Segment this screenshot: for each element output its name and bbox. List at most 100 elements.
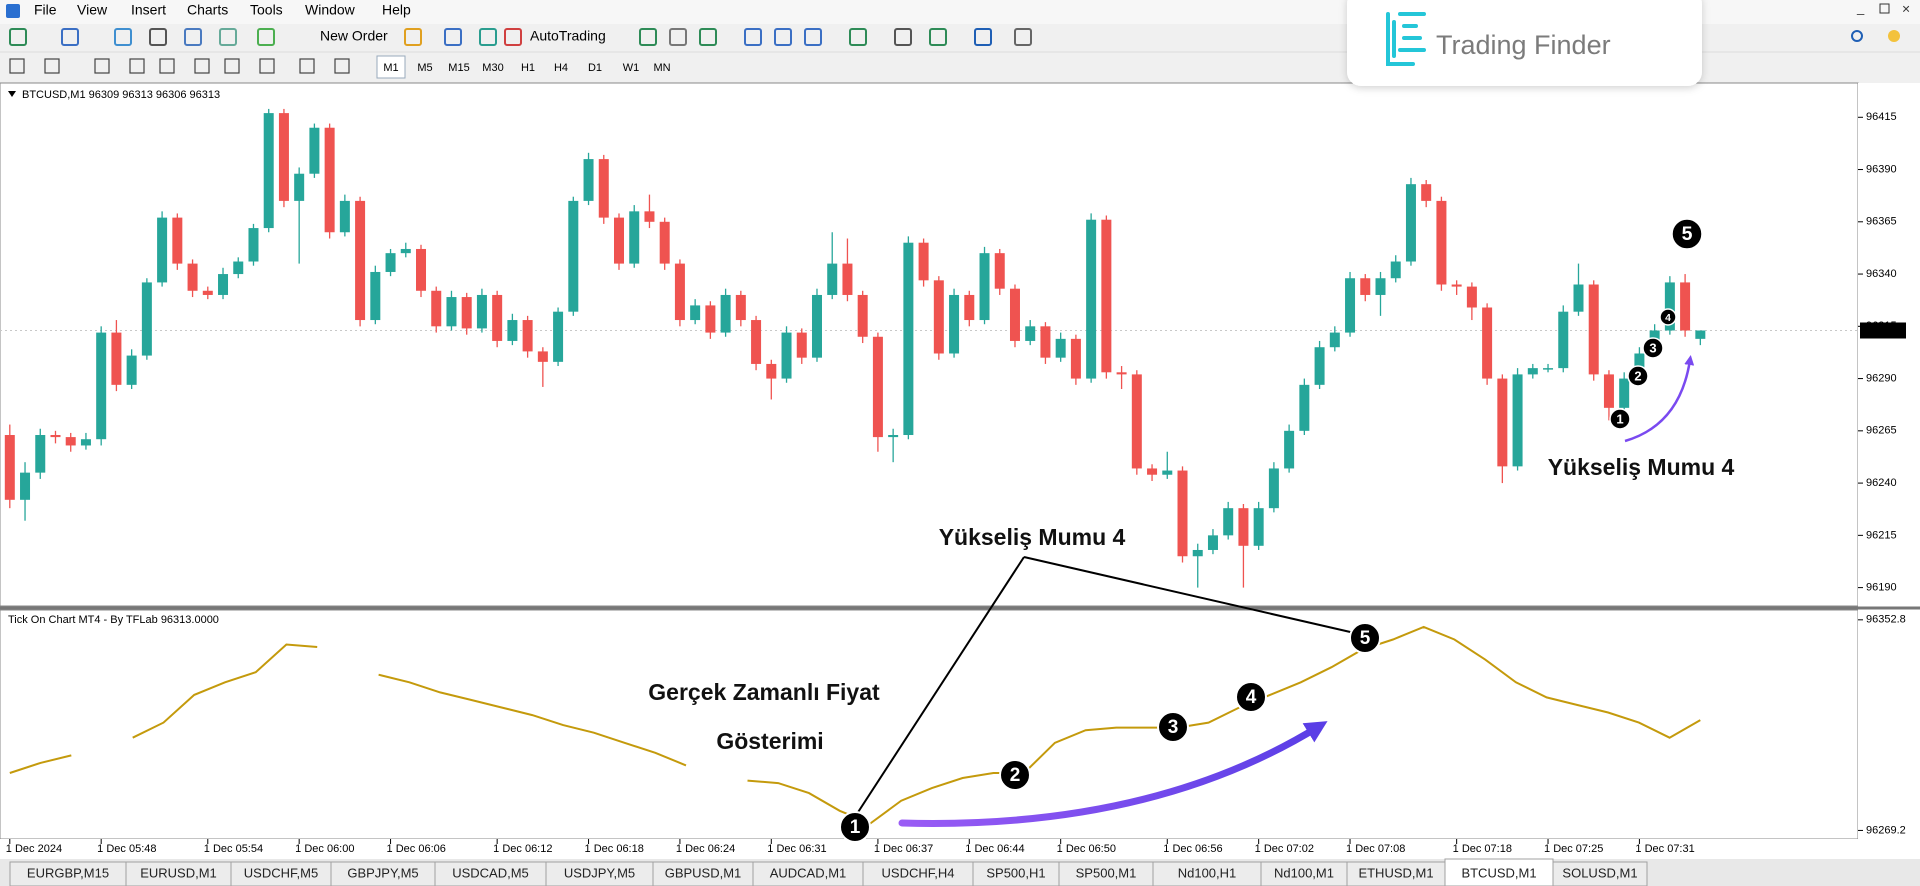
menu-item[interactable]: Window	[305, 2, 356, 18]
autotrading-button[interactable]: AutoTrading	[530, 28, 606, 44]
community-icon[interactable]	[1888, 30, 1900, 42]
symbol-tab[interactable]	[1152, 861, 1262, 886]
symbol-tab-label[interactable]: EURUSD,M1	[140, 865, 217, 880]
symbol-tab-label[interactable]: USDJPY,M5	[564, 865, 635, 880]
close-icon[interactable]: ×	[1902, 1, 1910, 17]
candle-label: Yükseliş Mumu 4	[939, 524, 1126, 550]
toolbar-icon[interactable]	[669, 28, 687, 46]
symbol-tab-label[interactable]: SP500,M1	[1076, 865, 1137, 880]
symbol-tab[interactable]	[1346, 861, 1446, 886]
step-marker	[1609, 408, 1631, 430]
symbol-tab[interactable]	[1058, 861, 1154, 886]
timeframe-button[interactable]: M30	[482, 62, 503, 74]
timeframe-button[interactable]: H4	[554, 62, 568, 74]
timeframe-button[interactable]: M1	[383, 62, 398, 74]
symbol-tab[interactable]	[330, 861, 436, 886]
symbol-tab-label[interactable]: GBPJPY,M5	[347, 865, 418, 880]
symbol-tab-label[interactable]: USDCHF,H4	[882, 865, 955, 880]
symbol-tab[interactable]	[752, 861, 864, 886]
step-number: 3	[1168, 717, 1179, 738]
candle-body	[1147, 468, 1158, 475]
drawing-tool[interactable]	[159, 58, 175, 74]
symbol-tab-label[interactable]: ETHUSD,M1	[1358, 865, 1433, 880]
symbol-tab[interactable]	[434, 861, 547, 886]
menu-item[interactable]: File	[34, 2, 57, 18]
toolbar-icon[interactable]	[184, 28, 202, 46]
timeframe-button[interactable]: D1	[588, 62, 602, 74]
toolbar-icon[interactable]	[257, 28, 275, 46]
y-tick-label: 96390	[1866, 163, 1897, 175]
symbol-tab-label[interactable]: BTCUSD,M1	[1461, 865, 1536, 880]
menu-item[interactable]: Help	[382, 2, 411, 18]
drawing-tool[interactable]	[224, 58, 240, 74]
candle-body	[1680, 282, 1691, 331]
symbol-tab-label[interactable]: Nd100,M1	[1274, 865, 1334, 880]
candle-body	[172, 217, 183, 264]
drawing-tool[interactable]	[129, 58, 145, 74]
drawing-tool[interactable]	[44, 58, 60, 74]
toolbar-icon[interactable]	[479, 28, 497, 46]
toolbar-icon[interactable]	[61, 28, 79, 46]
trend-arrow	[898, 721, 1328, 827]
toolbar-icon[interactable]	[774, 28, 792, 46]
symbol-tab-label[interactable]: USDCHF,M5	[244, 865, 318, 880]
toolbar-icon[interactable]	[699, 28, 717, 46]
timeframe-button[interactable]: W1	[623, 62, 640, 74]
toolbar-icon[interactable]	[849, 28, 867, 46]
menu-item[interactable]: Tools	[250, 2, 283, 18]
menu-item[interactable]: View	[77, 2, 108, 18]
symbol-tab[interactable]	[1552, 861, 1648, 886]
toolbar-icon[interactable]	[444, 28, 462, 46]
candle-body	[1695, 330, 1706, 339]
symbol-tab-label[interactable]: USDCAD,M5	[452, 865, 529, 880]
symbol-tab-label[interactable]: GBPUSD,M1	[665, 865, 742, 880]
menu-item[interactable]: Insert	[131, 2, 166, 18]
candle-body	[187, 263, 198, 291]
symbol-tab-label[interactable]: Nd100,H1	[1178, 865, 1237, 880]
toolbar-icon[interactable]	[804, 28, 822, 46]
toolbar-icon[interactable]	[639, 28, 657, 46]
drawing-tool[interactable]	[299, 58, 315, 74]
toolbar-icon[interactable]	[114, 28, 132, 46]
symbol-tab[interactable]	[9, 861, 127, 886]
drawing-tool[interactable]	[194, 58, 210, 74]
symbol-tab[interactable]	[652, 861, 754, 886]
symbol-tab-label[interactable]: AUDCAD,M1	[770, 865, 847, 880]
symbol-tab[interactable]	[972, 861, 1060, 886]
toolbar-icon[interactable]	[9, 28, 27, 46]
symbol-tab[interactable]	[862, 861, 974, 886]
toolbar-icon[interactable]	[219, 28, 237, 46]
drawing-tool[interactable]	[259, 58, 275, 74]
minimize-icon[interactable]: _	[1856, 0, 1865, 15]
toolbar-icon[interactable]	[404, 28, 422, 46]
new-order-button[interactable]: New Order	[320, 28, 388, 44]
candle-body	[842, 263, 853, 295]
symbol-tab[interactable]	[1444, 858, 1554, 886]
timeframe-button[interactable]: H1	[521, 62, 535, 74]
timeframe-button[interactable]: M5	[417, 62, 432, 74]
timeframe-button[interactable]: M15	[448, 62, 469, 74]
restore-icon[interactable]	[1879, 3, 1890, 14]
symbol-tab[interactable]	[545, 861, 654, 886]
timeframe-button[interactable]: MN	[653, 62, 670, 74]
toolbar-icon[interactable]	[149, 28, 167, 46]
menu-item[interactable]: Charts	[187, 2, 228, 18]
symbol-tab[interactable]	[125, 861, 232, 886]
realtime-label: Gerçek Zamanlı Fiyat	[648, 679, 880, 705]
toolbar-icon[interactable]	[929, 28, 947, 46]
toolbar-icon[interactable]	[1014, 28, 1032, 46]
toolbar-icon[interactable]	[894, 28, 912, 46]
symbol-tab-label[interactable]: SOLUSD,M1	[1562, 865, 1637, 880]
symbol-tab-label[interactable]: EURGBP,M15	[27, 865, 109, 880]
step-marker	[1627, 365, 1649, 387]
symbol-tab-label[interactable]: SP500,H1	[986, 865, 1045, 880]
drawing-tool[interactable]	[94, 58, 110, 74]
toolbar-icon[interactable]	[744, 28, 762, 46]
toolbar-icon[interactable]	[974, 28, 992, 46]
search-icon[interactable]	[1851, 30, 1863, 42]
candle-body	[278, 113, 289, 201]
toolbar-icon[interactable]	[504, 28, 522, 46]
drawing-tool[interactable]	[9, 58, 25, 74]
drawing-tool[interactable]	[334, 58, 350, 74]
symbol-tab[interactable]	[1260, 861, 1348, 886]
